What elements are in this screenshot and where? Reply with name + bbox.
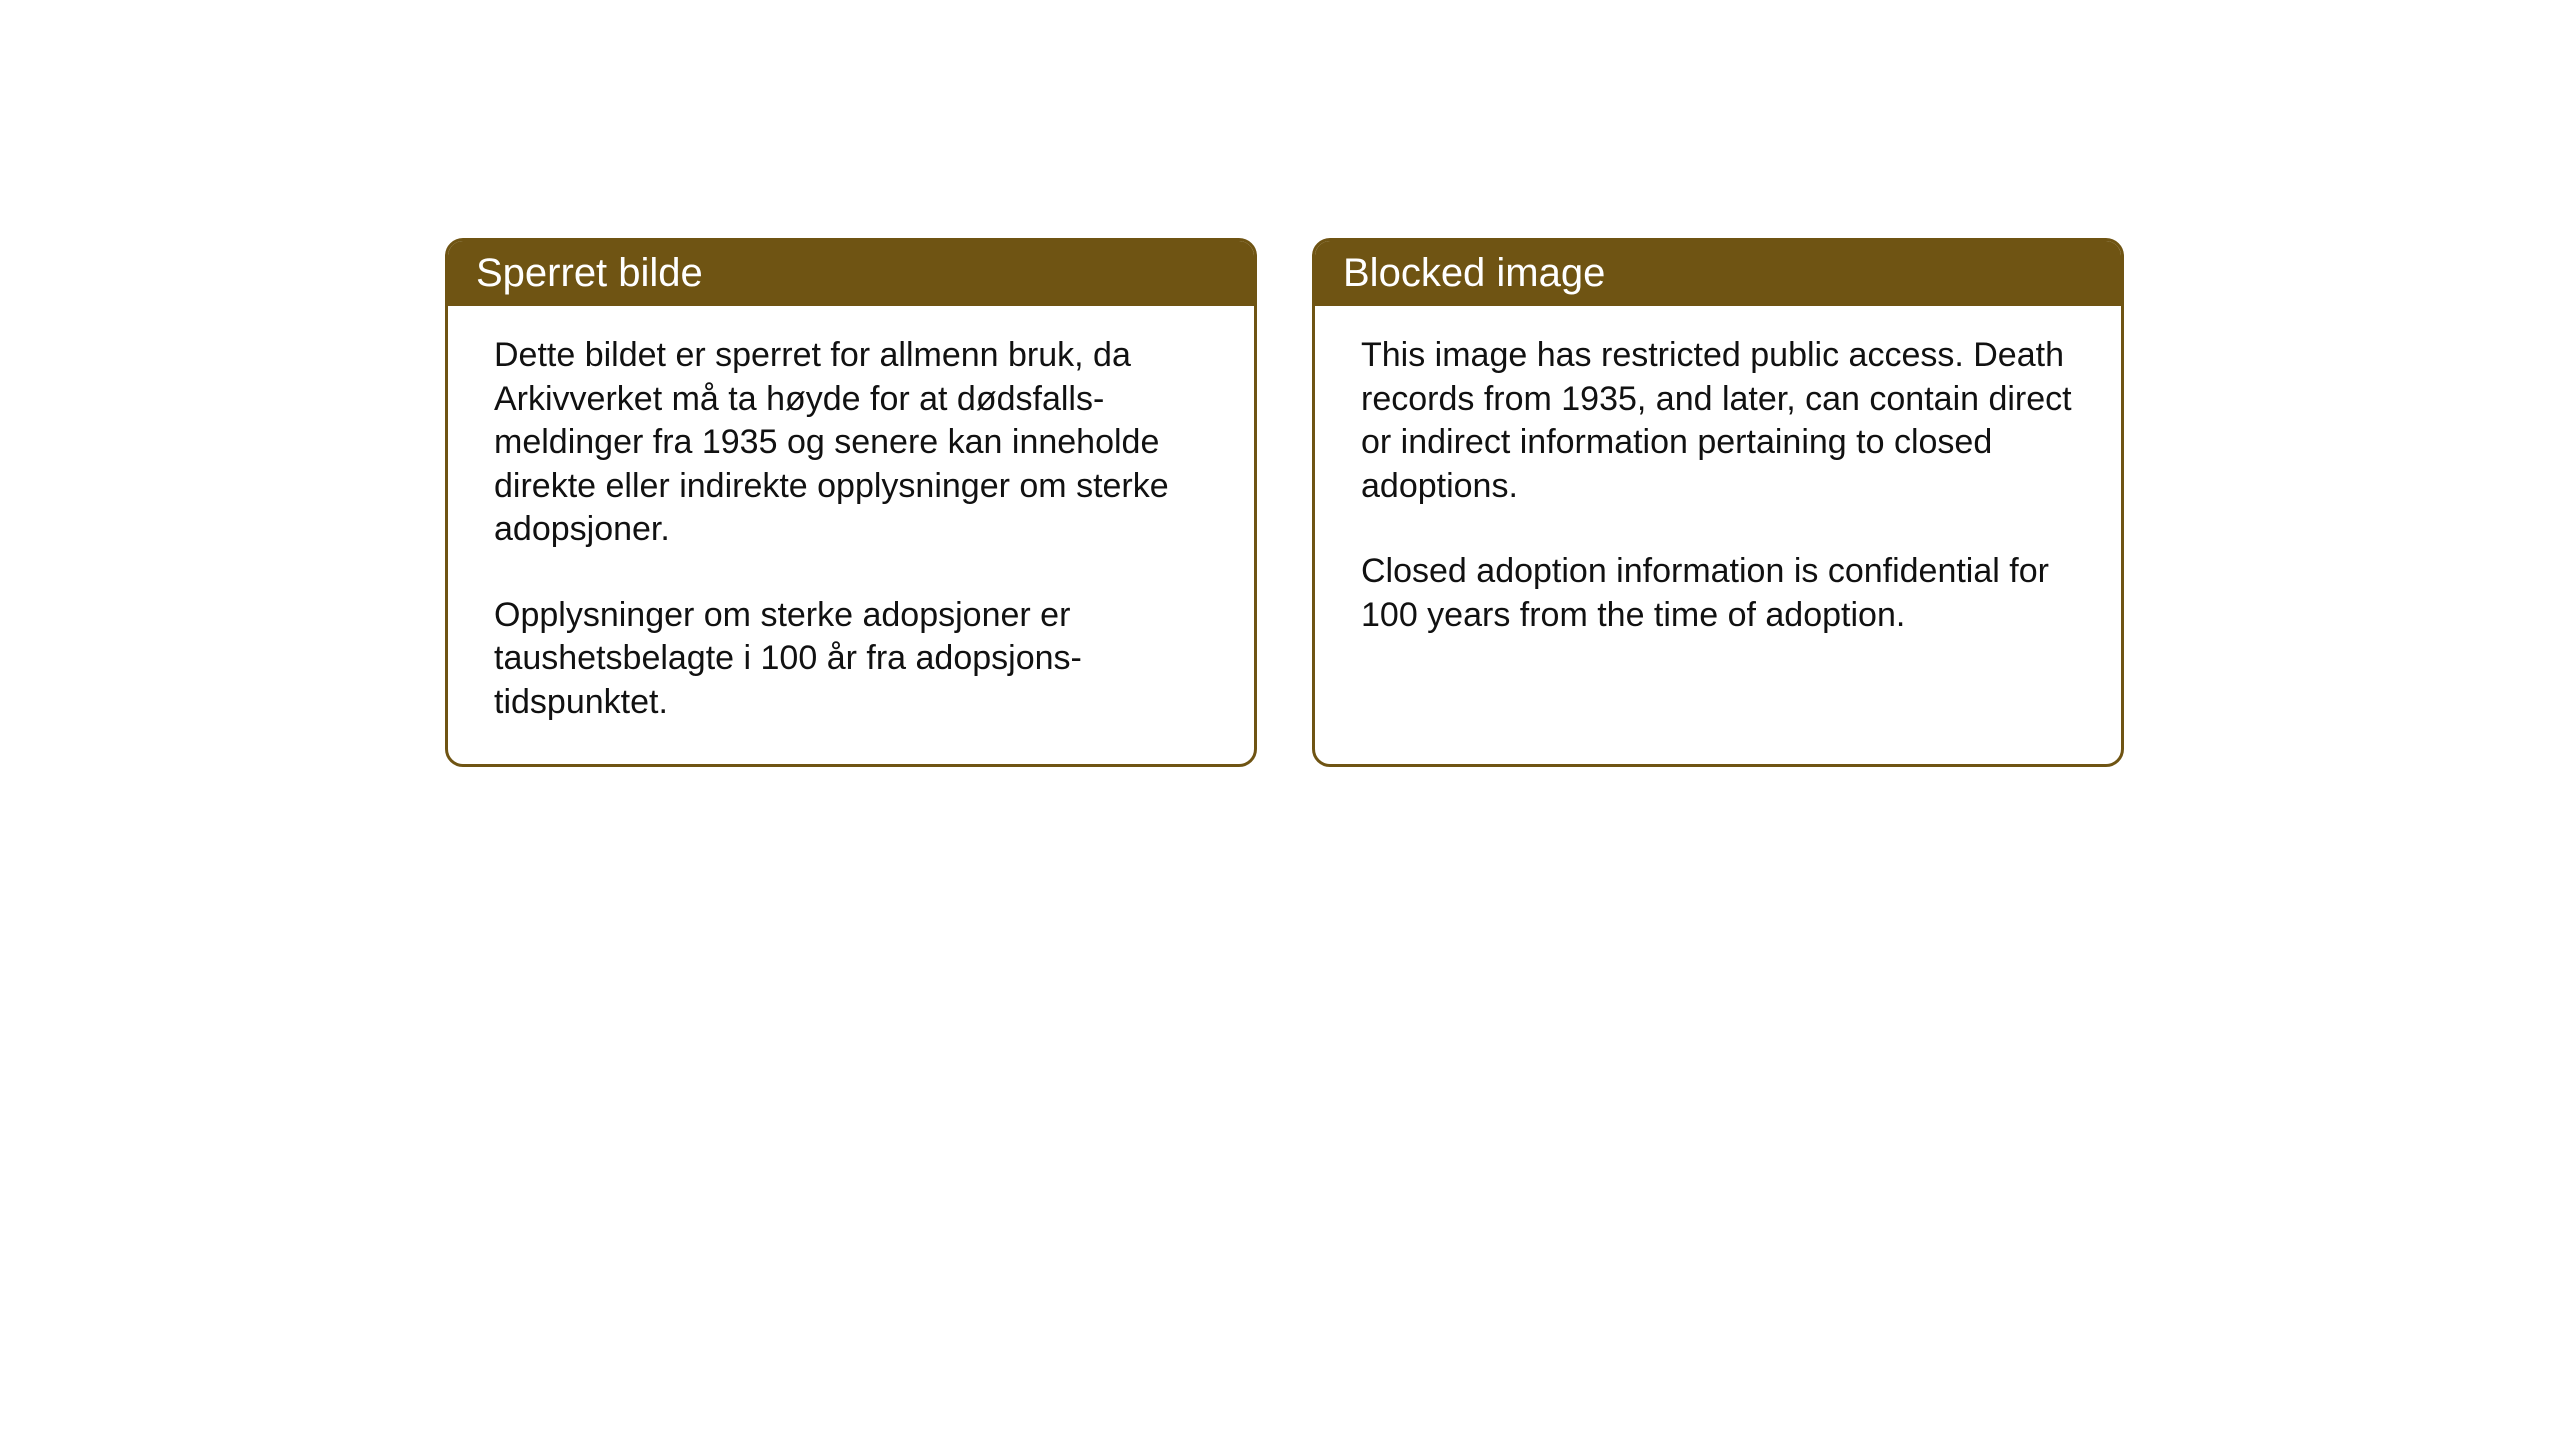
card-header: Blocked image	[1315, 241, 2121, 306]
card-paragraph: Opplysninger om sterke adopsjoner er tau…	[494, 594, 1208, 725]
notice-container: Sperret bilde Dette bildet er sperret fo…	[445, 238, 2124, 767]
notice-card-norwegian: Sperret bilde Dette bildet er sperret fo…	[445, 238, 1257, 767]
card-title: Sperret bilde	[476, 251, 703, 295]
card-title: Blocked image	[1343, 251, 1605, 295]
notice-card-english: Blocked image This image has restricted …	[1312, 238, 2124, 767]
card-body: This image has restricted public access.…	[1315, 306, 2121, 677]
card-paragraph: Dette bildet er sperret for allmenn bruk…	[494, 334, 1208, 552]
card-body: Dette bildet er sperret for allmenn bruk…	[448, 306, 1254, 764]
card-paragraph: Closed adoption information is confident…	[1361, 550, 2075, 637]
card-paragraph: This image has restricted public access.…	[1361, 334, 2075, 508]
card-header: Sperret bilde	[448, 241, 1254, 306]
